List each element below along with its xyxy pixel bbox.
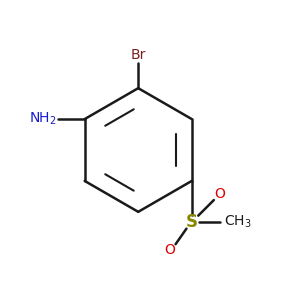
Text: NH$_2$: NH$_2$: [29, 111, 57, 127]
Text: CH$_3$: CH$_3$: [224, 214, 252, 230]
Text: Br: Br: [130, 48, 146, 62]
Text: O: O: [214, 187, 225, 201]
Text: S: S: [186, 213, 198, 231]
Text: O: O: [164, 243, 175, 257]
